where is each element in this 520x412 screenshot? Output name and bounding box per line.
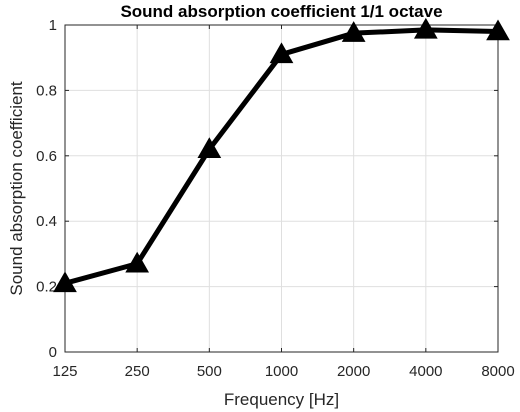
x-tick-label: 500: [197, 363, 222, 380]
grid-lines: [64, 24, 499, 353]
data-point-marker: [486, 19, 510, 41]
x-tick-label: 1000: [265, 363, 298, 380]
data-point-marker: [53, 271, 77, 293]
x-tick-label: 125: [52, 363, 77, 380]
x-tick-label: 2000: [337, 363, 370, 380]
y-tick-label: 0: [49, 344, 57, 361]
data-point-marker: [197, 137, 222, 159]
chart-title: Sound absorption coefficient 1/1 octave: [120, 2, 442, 21]
x-axis-label: Frequency [Hz]: [224, 390, 339, 409]
data-point-marker: [413, 17, 438, 39]
x-tick-label: 8000: [481, 363, 514, 380]
x-tick-label: 250: [125, 363, 150, 380]
data-series: [53, 17, 510, 293]
y-tick-label: 0.4: [36, 213, 57, 230]
x-tick-label: 4000: [409, 363, 442, 380]
y-axis-label: Sound absorption coefficient: [7, 81, 26, 296]
y-tick-label: 1: [49, 17, 57, 34]
y-tick-label: 0.2: [36, 279, 57, 296]
x-axis-ticks: 125 250 500 1000 2000 4000 8000: [52, 25, 515, 380]
data-point-marker: [341, 21, 366, 42]
y-tick-label: 0.8: [36, 82, 57, 99]
data-point-marker: [269, 42, 294, 64]
y-axis-ticks: 0 0.2 0.4 0.6 0.8 1: [36, 17, 498, 361]
y-tick-label: 0.6: [36, 148, 57, 165]
data-point-marker: [125, 251, 150, 273]
